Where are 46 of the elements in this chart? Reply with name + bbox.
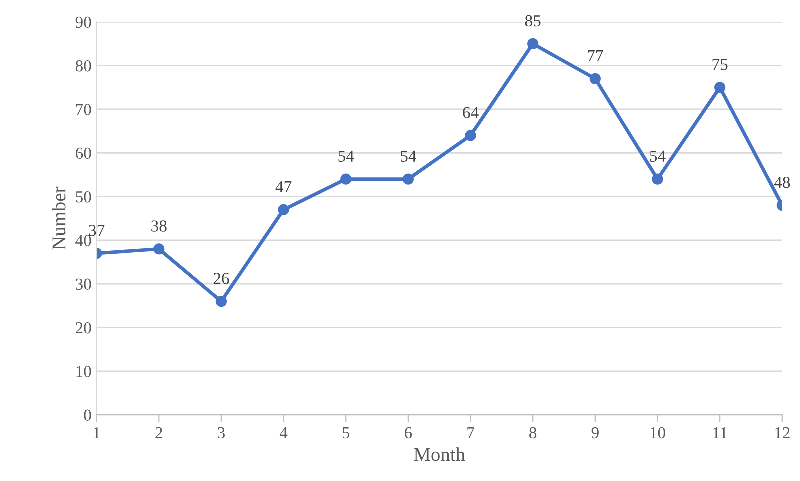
x-tick-label: 7 bbox=[468, 428, 474, 438]
y-tick-label: 30 bbox=[76, 278, 92, 290]
point bbox=[465, 130, 476, 142]
data-label: 48 bbox=[774, 176, 790, 188]
point bbox=[278, 204, 290, 216]
x-tick-label: 11 bbox=[714, 427, 728, 438]
data-label: 54 bbox=[338, 150, 354, 162]
x-tick-label: 5 bbox=[342, 428, 350, 439]
data-label: 47 bbox=[276, 181, 292, 192]
x-tick-label: 3 bbox=[218, 427, 225, 439]
x-tick-label: 6 bbox=[404, 427, 412, 439]
data-label: 64 bbox=[463, 107, 479, 118]
y-tick-label: 50 bbox=[76, 191, 92, 203]
data-label: 75 bbox=[712, 59, 728, 70]
data-label: 85 bbox=[525, 15, 541, 27]
data-label: 77 bbox=[588, 50, 604, 62]
y-tick-label: 0 bbox=[84, 410, 92, 422]
point bbox=[216, 296, 228, 308]
y-tick-label: 40 bbox=[76, 235, 92, 246]
data-label: 37 bbox=[89, 225, 105, 236]
point bbox=[340, 174, 352, 185]
point bbox=[402, 174, 414, 185]
y-tick-label: 80 bbox=[76, 60, 92, 72]
x-tick-label: 10 bbox=[650, 427, 666, 439]
x-tick-label: 8 bbox=[530, 427, 537, 439]
x-axis-title: Month bbox=[414, 448, 466, 462]
x-tick-label: 9 bbox=[592, 427, 599, 439]
x-tick-label: 4 bbox=[280, 428, 288, 438]
x-tick-label: 2 bbox=[156, 427, 162, 438]
y-tick-label: 70 bbox=[76, 104, 92, 116]
y-axis-title: Number bbox=[52, 186, 66, 250]
point bbox=[590, 73, 601, 84]
x-tick-label: 12 bbox=[776, 427, 790, 438]
y-tick-label: 90 bbox=[76, 16, 92, 28]
data-label: 38 bbox=[152, 220, 167, 232]
point bbox=[714, 82, 726, 94]
data-label: 54 bbox=[401, 150, 417, 162]
y-tick-label: 10 bbox=[76, 366, 92, 378]
y-tick-label: 60 bbox=[76, 148, 92, 160]
point bbox=[154, 244, 165, 255]
data-label: 26 bbox=[214, 273, 230, 284]
data-label: 54 bbox=[650, 150, 666, 162]
y-tick-label: 20 bbox=[76, 322, 92, 334]
x-tick-label: 1 bbox=[94, 427, 100, 438]
point bbox=[652, 174, 664, 185]
point bbox=[528, 38, 539, 50]
